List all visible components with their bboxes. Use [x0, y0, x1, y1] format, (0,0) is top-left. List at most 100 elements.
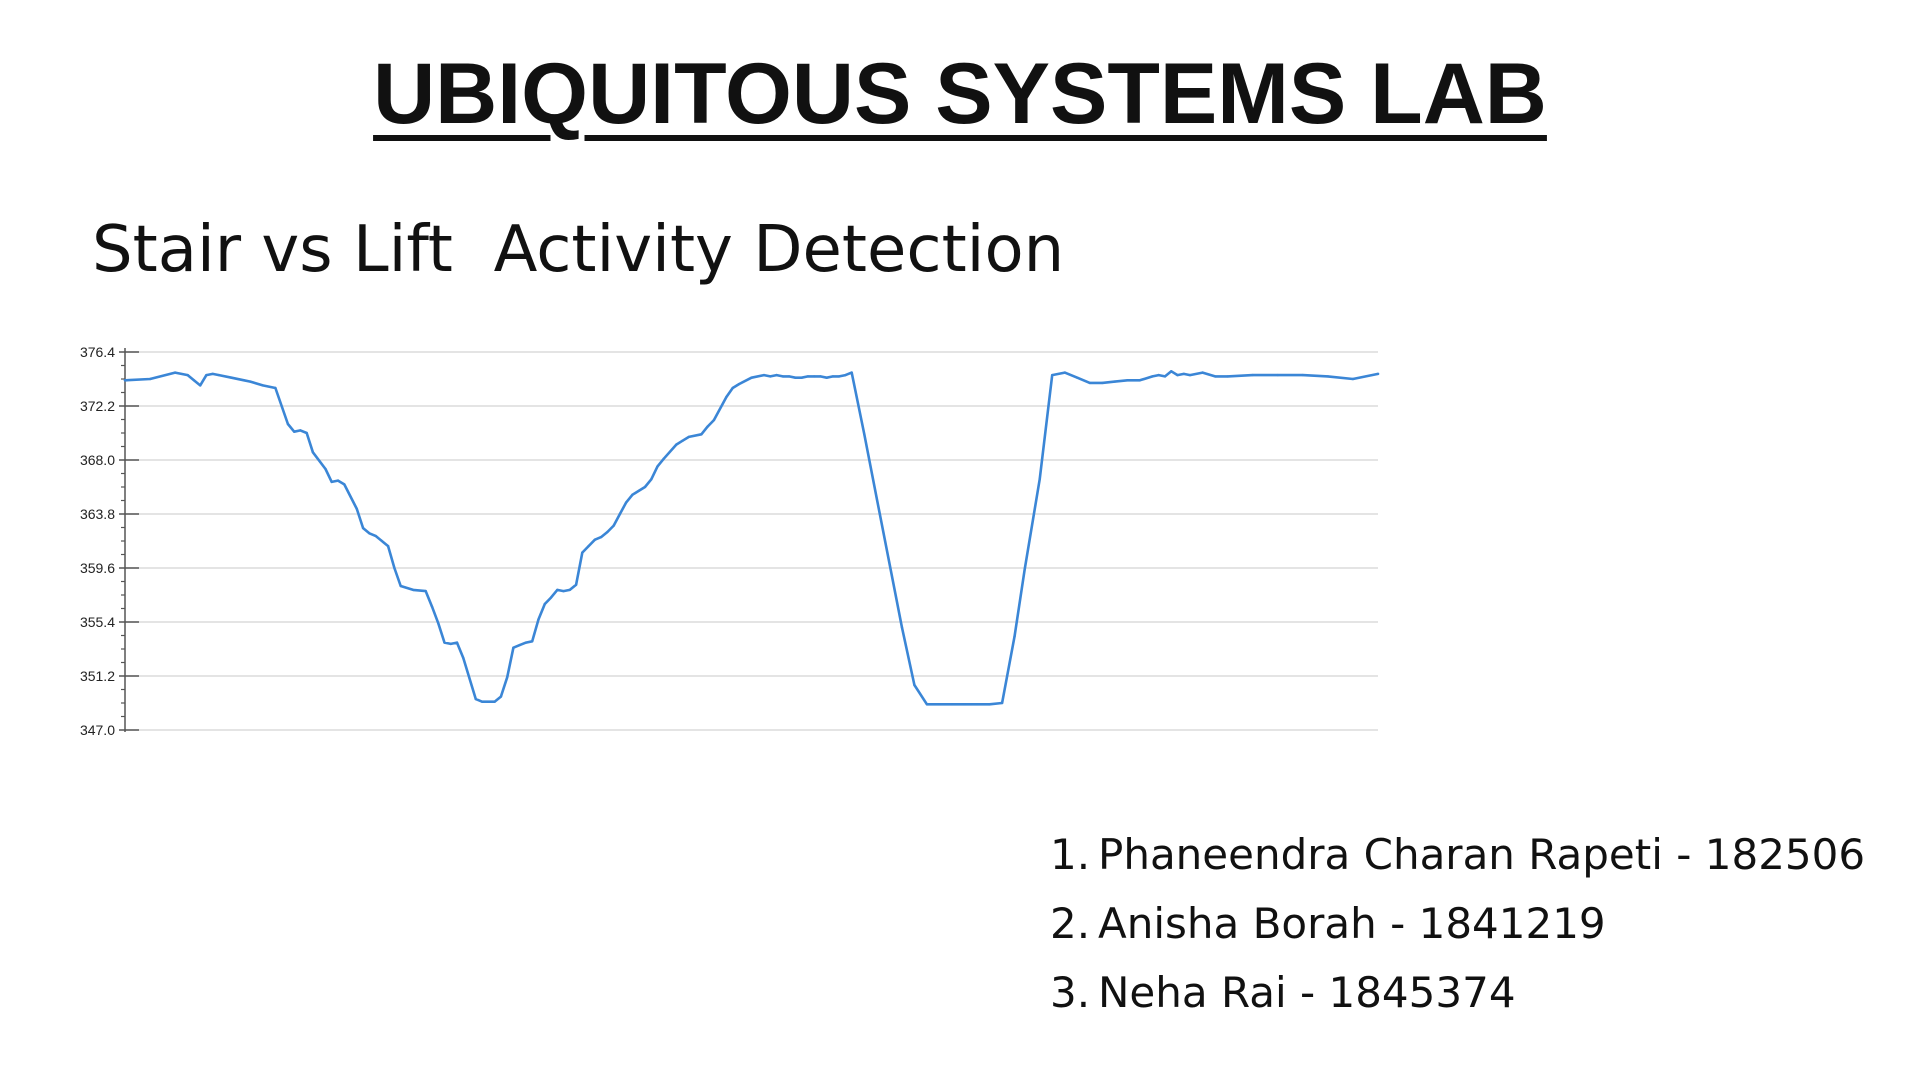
team-member-text: Anisha Borah - 1841219	[1098, 899, 1606, 948]
page-title: UBIQUITOUS SYSTEMS LAB	[0, 44, 1920, 144]
data-point	[524, 641, 528, 644]
data-point	[875, 497, 878, 500]
data-point	[299, 429, 302, 432]
data-point	[838, 375, 841, 378]
data-point	[1188, 373, 1192, 377]
data-point	[1113, 380, 1117, 383]
data-point	[725, 395, 728, 399]
data-point	[606, 530, 609, 534]
data-point	[512, 646, 515, 649]
data-point	[1063, 371, 1066, 374]
data-point	[123, 379, 127, 382]
data-point	[1126, 379, 1129, 382]
data-point	[1226, 375, 1229, 378]
data-point	[593, 538, 597, 541]
data-point	[330, 480, 333, 484]
data-point	[1151, 375, 1154, 378]
chart-series	[123, 369, 1380, 706]
data-point	[731, 386, 734, 390]
data-point	[574, 583, 578, 586]
data-point	[844, 373, 847, 377]
data-point	[1351, 377, 1355, 381]
data-point	[274, 386, 277, 390]
chart-grid	[125, 351, 1378, 731]
data-point	[261, 384, 264, 387]
data-point	[1170, 370, 1173, 373]
data-point	[199, 384, 202, 387]
page-subtitle: Stair vs Lift Activity Detection	[92, 213, 1065, 287]
data-point	[568, 588, 571, 592]
team-member-number: 2.	[1050, 899, 1091, 948]
data-point	[487, 700, 490, 703]
team-member-item: 2. Anisha Borah - 1841219	[1050, 889, 1865, 958]
data-point	[813, 375, 816, 378]
data-point	[361, 526, 365, 530]
data-point	[355, 507, 358, 511]
data-point	[1276, 373, 1280, 377]
data-point	[963, 703, 966, 706]
data-point	[1076, 376, 1079, 379]
data-point	[1038, 478, 1041, 481]
data-point	[192, 379, 196, 382]
data-point	[900, 625, 904, 629]
data-point	[587, 544, 590, 548]
data-point	[712, 418, 716, 422]
data-point	[393, 566, 396, 570]
data-point	[549, 596, 553, 599]
data-point	[531, 640, 534, 643]
data-point	[474, 697, 477, 701]
y-tick-label: 347.0	[80, 722, 115, 738]
data-point	[424, 589, 427, 593]
data-point	[769, 375, 772, 378]
data-point	[443, 641, 446, 644]
data-point	[311, 451, 315, 454]
data-point	[386, 544, 390, 548]
data-point	[543, 602, 546, 606]
data-point	[293, 430, 296, 433]
data-point	[737, 382, 741, 386]
data-point	[1201, 371, 1204, 374]
data-point	[399, 584, 402, 588]
data-point	[1157, 373, 1160, 377]
data-point	[850, 371, 853, 374]
data-point	[1213, 375, 1217, 378]
data-point	[430, 605, 434, 608]
data-point	[562, 589, 565, 593]
team-member-text: Phaneendra Charan Rapeti - 182506	[1098, 830, 1866, 879]
data-point	[825, 376, 828, 379]
data-point	[374, 534, 377, 538]
y-tick-label: 359.6	[80, 560, 115, 576]
data-point	[938, 703, 941, 706]
data-point	[1138, 379, 1142, 382]
data-point	[599, 535, 603, 539]
page-title-text: UBIQUITOUS SYSTEMS LAB	[373, 46, 1547, 142]
data-point	[913, 683, 916, 687]
data-point	[988, 703, 991, 706]
y-tick-label: 372.2	[80, 398, 115, 414]
data-point	[662, 457, 665, 460]
data-point	[412, 588, 415, 592]
data-point	[1013, 634, 1016, 638]
data-point	[675, 443, 678, 446]
data-point	[700, 433, 703, 436]
data-point	[819, 375, 822, 378]
data-point	[242, 379, 246, 382]
data-point	[637, 489, 640, 493]
data-point	[506, 676, 509, 679]
series-line-1	[123, 369, 1380, 706]
team-member-number: 3.	[1050, 968, 1091, 1017]
y-tick-label: 355.4	[80, 614, 115, 630]
data-point	[1251, 373, 1254, 377]
data-point	[1000, 701, 1004, 705]
data-point	[217, 373, 221, 377]
data-point	[1088, 381, 1092, 385]
y-axis: 347.0 351.2 355.4 359.6 363.8 368.0 372.2 376.4	[80, 344, 139, 738]
data-point	[211, 372, 214, 376]
data-point	[205, 373, 208, 377]
data-point	[781, 375, 784, 378]
data-point	[518, 643, 521, 647]
data-point	[1051, 373, 1054, 377]
data-point	[762, 373, 766, 377]
data-point	[687, 435, 691, 439]
data-point	[612, 524, 615, 527]
